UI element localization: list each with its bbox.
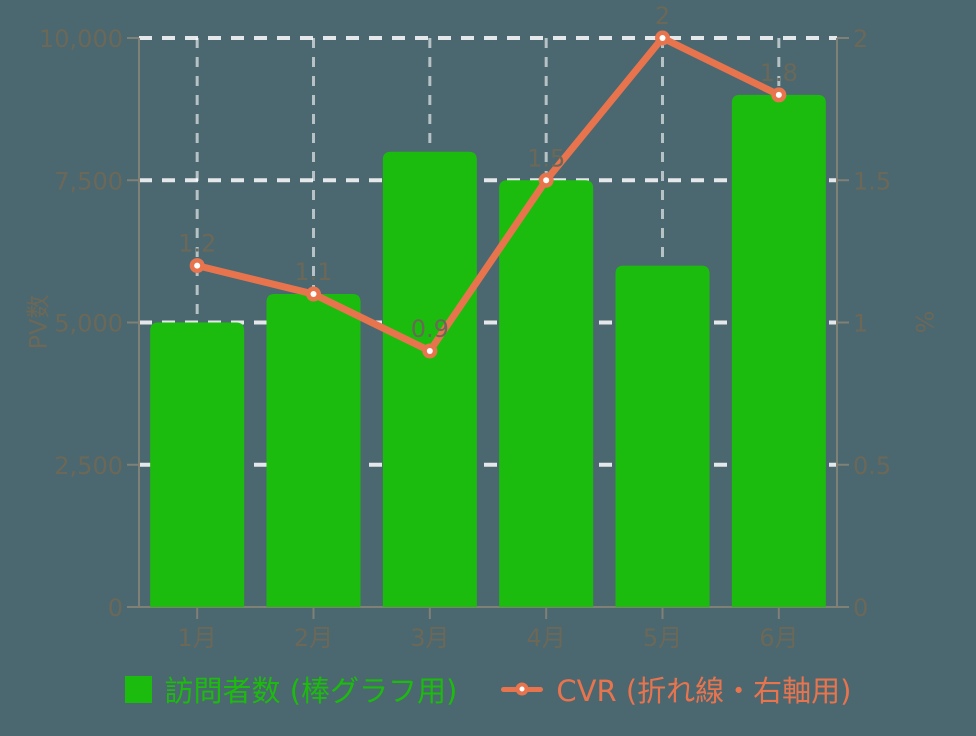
x-axis-label: 4月 [527, 624, 566, 652]
left-axis-tick-label: 7,500 [54, 167, 123, 195]
x-axis-label: 5月 [643, 624, 682, 652]
left-axis-tick-label: 0 [108, 594, 123, 622]
x-axis-label: 2月 [294, 624, 333, 652]
right-axis-title: % [910, 310, 938, 334]
right-axis-tick-label: 1 [853, 310, 868, 338]
bar[interactable] [150, 322, 245, 608]
line-point-core [426, 347, 433, 354]
x-axis-label: 3月 [410, 624, 449, 652]
legend: 訪問者数 (棒グラフ用) CVR (折れ線・右軸用) [0, 668, 976, 710]
line-point-core [775, 91, 782, 98]
bar[interactable] [615, 265, 710, 607]
bar[interactable] [731, 94, 826, 607]
point-data-label: 1.5 [527, 144, 565, 172]
point-data-label: 0.9 [411, 315, 449, 343]
left-axis-tick-label: 2,500 [54, 452, 123, 480]
left-axis-tick-label: 10,000 [39, 25, 123, 53]
right-axis-tick-label: 0.5 [853, 452, 891, 480]
line-point-core [543, 177, 550, 184]
line-marker-dot-icon [515, 682, 529, 696]
legend-label-cvr: CVR (折れ線・右軸用) [556, 674, 852, 708]
right-axis-tick-label: 1.5 [853, 167, 891, 195]
line-point-core [659, 35, 666, 41]
bar[interactable] [499, 180, 594, 607]
point-data-label: 2 [655, 2, 670, 30]
left-axis-title: PV数 [24, 294, 53, 350]
line-series-marker-icon [501, 682, 544, 696]
right-axis-tick-label: 0 [853, 594, 868, 622]
point-data-label: 1.1 [294, 258, 332, 286]
bar[interactable] [382, 151, 477, 608]
left-axis-tick-label: 5,000 [54, 310, 123, 338]
cvr-line [193, 34, 783, 355]
legend-label-visitors: 訪問者数 (棒グラフ用) [164, 674, 458, 708]
x-axis-label: 6月 [759, 624, 798, 652]
legend-item-cvr[interactable]: CVR (折れ線・右軸用) [501, 668, 851, 710]
x-axis-label: 1月 [178, 624, 217, 652]
legend-item-visitors[interactable]: 訪問者数 (棒グラフ用) [124, 668, 458, 710]
right-axis-tick-label: 2 [853, 25, 868, 53]
line-point-core [194, 262, 201, 269]
bar[interactable] [266, 294, 361, 607]
bar-series-swatch-icon [124, 675, 152, 703]
point-data-label: 1.8 [760, 59, 798, 87]
line-point-core [310, 291, 317, 298]
point-data-label: 1.2 [178, 230, 216, 258]
